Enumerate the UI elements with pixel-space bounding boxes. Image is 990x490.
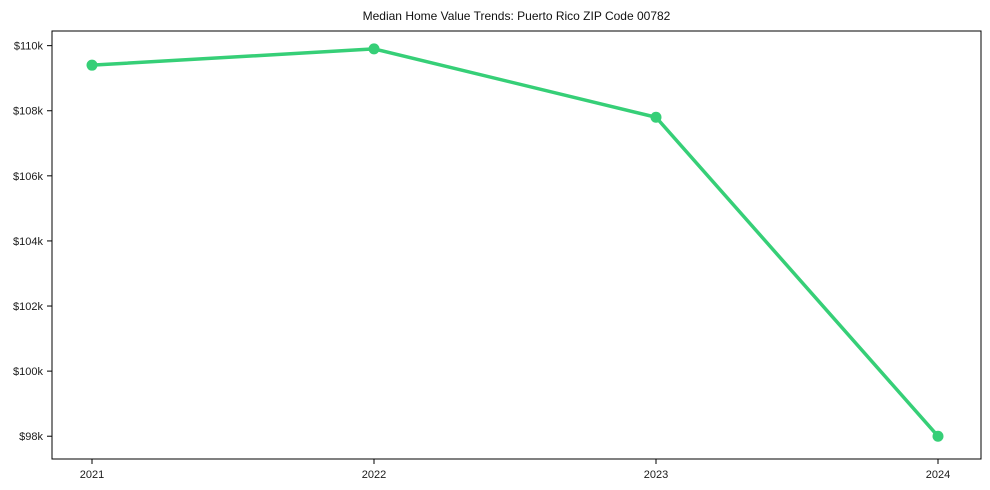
data-point [650,111,662,123]
data-point [368,43,380,55]
y-tick-label: $110k [14,41,44,53]
x-tick-label: 2023 [644,469,668,481]
y-tick-label: $108k [13,106,43,118]
y-tick-label: $104k [13,236,43,248]
data-point [932,430,944,442]
y-tick-label: $98k [19,431,43,443]
trend-line [90,47,940,438]
plot-border [51,30,982,460]
x-tick-label: 2024 [926,469,950,481]
x-tick-label: 2021 [80,469,104,481]
y-tick-label: $100k [13,366,43,378]
data-point [86,59,98,71]
x-tick-label: 2022 [362,469,386,481]
y-tick-label: $106k [13,171,43,183]
chart-title: Median Home Value Trends: Puerto Rico ZI… [362,9,671,23]
y-tick-label: $102k [13,301,43,313]
